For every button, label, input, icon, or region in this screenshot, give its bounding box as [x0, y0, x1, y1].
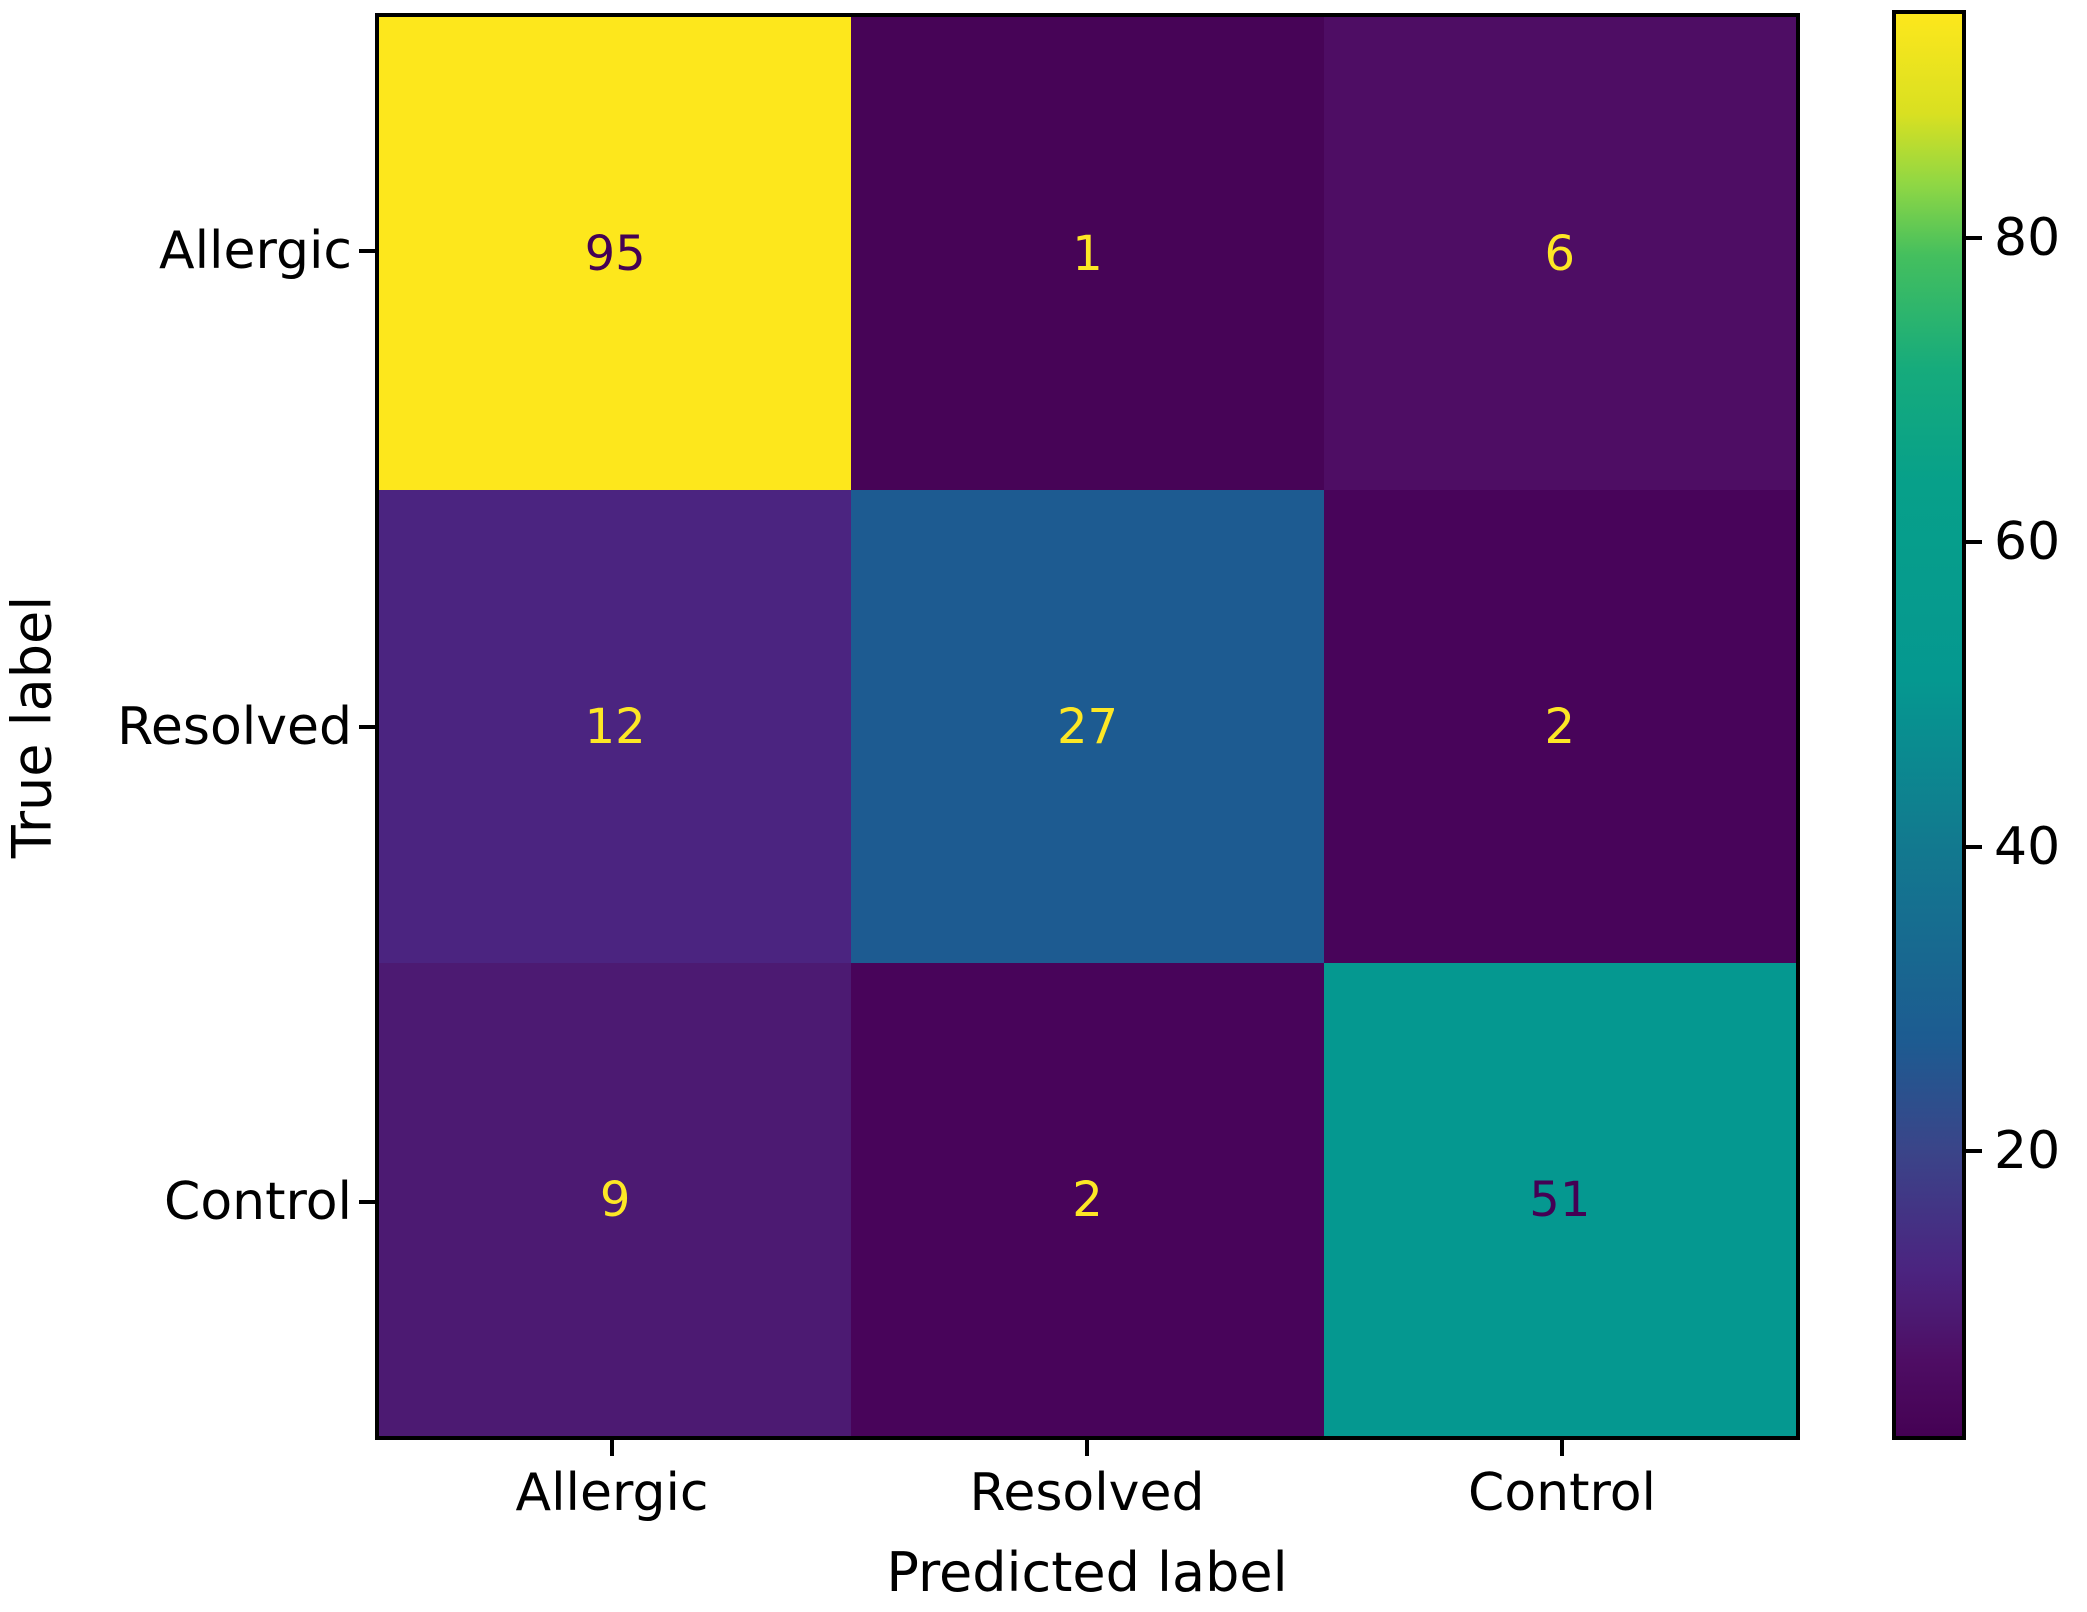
matrix-cell-allergic-allergic: 95 — [379, 17, 852, 490]
y-tick-mark — [359, 725, 375, 729]
heatmap-axes: 95 1 6 12 27 2 9 2 51 — [375, 13, 1800, 1440]
colorbar — [1892, 10, 1966, 1440]
colorbar-tick-label-20: 20 — [1994, 1121, 2061, 1181]
x-tick-mark — [610, 1440, 614, 1456]
matrix-cell-allergic-resolved: 1 — [851, 17, 1324, 490]
matrix-cell-allergic-control: 6 — [1323, 17, 1796, 490]
y-tick-label-allergic: Allergic — [159, 220, 352, 281]
matrix-cell-control-allergic: 9 — [379, 963, 852, 1436]
x-tick-label-allergic: Allergic — [515, 1463, 709, 1523]
x-tick-label-resolved: Resolved — [969, 1463, 1205, 1523]
matrix-cell-resolved-control: 2 — [1323, 490, 1796, 963]
x-tick-mark — [1560, 1440, 1564, 1456]
matrix-cell-resolved-resolved: 27 — [851, 490, 1324, 963]
y-tick-mark — [359, 1200, 375, 1204]
x-tick-mark — [1085, 1440, 1089, 1456]
matrix-cell-control-resolved: 2 — [851, 963, 1324, 1436]
x-tick-label-control: Control — [1468, 1463, 1656, 1523]
colorbar-tick-mark — [1966, 1149, 1982, 1153]
matrix-cell-resolved-allergic: 12 — [379, 490, 852, 963]
colorbar-tick-mark — [1966, 540, 1982, 544]
colorbar-tick-mark — [1966, 845, 1982, 849]
y-axis-label: True label — [0, 595, 64, 859]
colorbar-tick-mark — [1966, 236, 1982, 240]
matrix-cell-control-control: 51 — [1323, 963, 1796, 1436]
y-tick-label-control: Control — [164, 1171, 352, 1232]
x-axis-label: Predicted label — [886, 1541, 1288, 1604]
colorbar-tick-label-40: 40 — [1994, 817, 2061, 877]
colorbar-tick-label-80: 80 — [1994, 208, 2061, 268]
y-tick-label-resolved: Resolved — [117, 696, 352, 757]
colorbar-tick-label-60: 60 — [1994, 512, 2061, 572]
y-tick-mark — [359, 249, 375, 253]
